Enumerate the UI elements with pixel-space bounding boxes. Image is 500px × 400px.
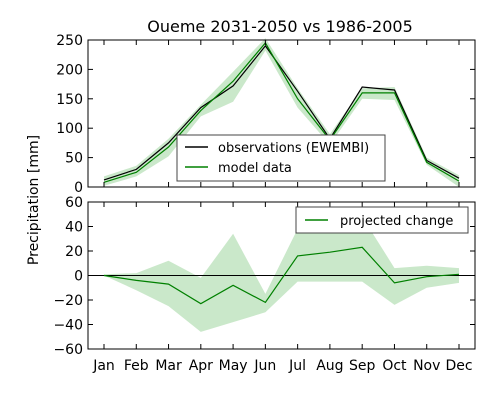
x-tick-label-aug: Aug: [316, 358, 343, 374]
top-y-tick-label: 50: [65, 151, 83, 167]
bottom-plot: −60 −40 −20 0 20 40 60 Jan Feb Mar Apr May Jun Jul Aug…: [53, 195, 476, 374]
bottom-y-tick-label: 60: [65, 195, 83, 211]
top-axes-frame: [87, 39, 476, 188]
x-tick-label-may: May: [219, 358, 248, 374]
bottom-y-tick-label: 40: [65, 220, 83, 236]
bottom-y-tick-label: 0: [74, 269, 83, 285]
bottom-legend-change-label: projected change: [340, 214, 453, 229]
top-series-line-1: [103, 41, 460, 183]
top-y-tick-label: 200: [56, 62, 83, 78]
x-tick-label-jul: Jul: [288, 358, 306, 374]
x-tick-label-apr: Apr: [189, 358, 213, 374]
bottom-series-line-0: [103, 246, 460, 305]
top-series-line-0: [103, 44, 460, 181]
top-legend: observations (EWEMBI) model data: [176, 134, 386, 182]
bottom-uncertainty-band: [104, 216, 459, 332]
x-tick-label-oct: Oct: [382, 358, 407, 374]
x-tick-label-jan: Jan: [92, 358, 115, 374]
x-tick-label-sep: Sep: [349, 358, 376, 374]
x-tick-label-feb: Feb: [124, 358, 149, 374]
top-y-tick-label: 250: [56, 33, 83, 49]
x-tick-label-mar: Mar: [155, 358, 182, 374]
bottom-legend: projected change: [295, 206, 469, 234]
top-y-tick-label: 0: [74, 180, 83, 196]
top-legend-box: [176, 134, 386, 182]
top-y-tick-label: 150: [56, 92, 83, 108]
y-axis-label: Precipitation [mm]: [26, 135, 42, 265]
top-y-tick-label: 100: [56, 121, 83, 137]
x-tick-label-jun: Jun: [253, 358, 276, 374]
bottom-y-tick-label: −20: [53, 293, 83, 309]
x-tick-label-dec: Dec: [445, 358, 472, 374]
top-plot: 0 50 100 150 200 250: [56, 33, 476, 196]
chart-title: Oueme 2031-2050 vs 1986-2005: [147, 17, 413, 36]
bottom-y-tick-label: −40: [53, 318, 83, 334]
bottom-y-tick-label: −60: [53, 342, 83, 358]
bottom-y-tick-label: 20: [65, 244, 83, 260]
top-legend-model-label: model data: [218, 161, 292, 176]
top-legend-obs-label: observations (EWEMBI): [218, 141, 369, 156]
x-tick-label-nov: Nov: [413, 358, 440, 374]
